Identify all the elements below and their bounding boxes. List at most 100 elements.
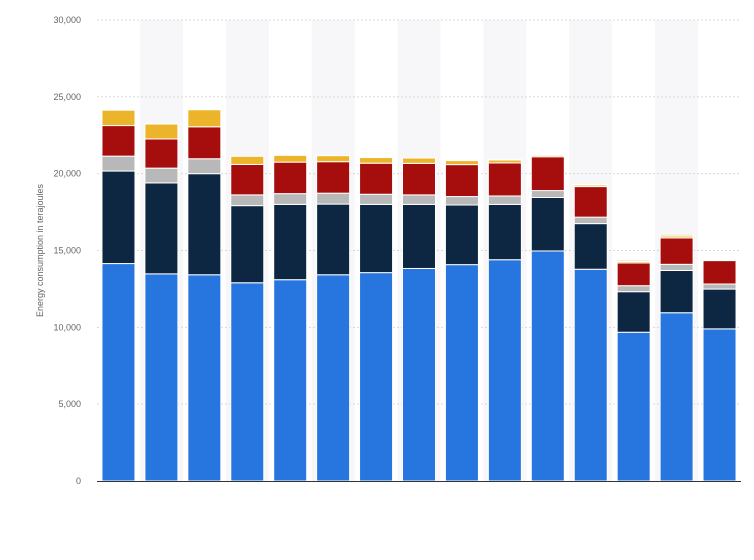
bar-segment: [187, 274, 222, 482]
y-tick-label: 30,000: [53, 15, 81, 25]
bar-segment: [101, 155, 136, 172]
bar-stack: [144, 123, 179, 482]
bar-stack: [487, 158, 522, 482]
bar-segment: [402, 162, 436, 196]
bar-segment: [402, 194, 436, 205]
bar-segment: [359, 193, 394, 205]
bar-segment: [487, 259, 522, 482]
bar-segment: [273, 279, 308, 482]
bar-stack: [359, 157, 394, 482]
bar-segment: [402, 267, 436, 482]
bar-segment: [316, 155, 351, 163]
bar-segment: [316, 161, 351, 194]
bar-stack: [702, 260, 737, 482]
y-tick-label: 25,000: [53, 92, 81, 102]
bar-stack: [573, 183, 608, 482]
bar-stack: [316, 155, 351, 482]
bar-segment: [659, 263, 694, 271]
bar-segment: [616, 262, 651, 287]
bar-segment: [659, 237, 694, 265]
bar-segment: [659, 312, 694, 482]
bar-segment: [659, 269, 694, 314]
bar-segment: [187, 126, 222, 160]
bar-segment: [573, 268, 608, 482]
bar-segment: [530, 153, 565, 156]
bar-segment: [444, 204, 479, 266]
y-tick-label: 10,000: [53, 322, 81, 332]
bar-segment: [101, 170, 136, 265]
bar-segment: [144, 182, 179, 275]
bar-segment: [101, 263, 136, 482]
bar-stack: [444, 160, 479, 482]
bar-segment: [616, 285, 651, 293]
bar-segment: [402, 157, 436, 164]
bar-segment: [144, 123, 179, 140]
bar-segment: [402, 203, 436, 269]
bar-segment: [487, 158, 522, 161]
bar-segment: [359, 203, 394, 274]
bar-segment: [144, 167, 179, 184]
bar-segment: [230, 155, 265, 165]
y-tick-label: 0: [76, 476, 81, 486]
bar-segment: [230, 163, 265, 196]
bar-segment: [573, 186, 608, 218]
bar-stack: [187, 109, 222, 482]
bar-segment: [359, 272, 394, 482]
bar-stack: [616, 259, 651, 482]
bar-segment: [273, 203, 308, 281]
bar-stack: [530, 153, 565, 482]
bar-segment: [316, 274, 351, 482]
bar-segment: [659, 233, 694, 237]
bar-segment: [144, 273, 179, 482]
bar-segment: [187, 109, 222, 128]
bar-segment: [616, 291, 651, 333]
bar-segment: [444, 196, 479, 206]
bar-stack: [402, 157, 436, 482]
bar-segment: [487, 195, 522, 205]
bar-segment: [273, 154, 308, 163]
bar-segment: [530, 250, 565, 482]
y-axis-title: Energy consumption in terajoules: [35, 183, 45, 317]
y-tick-label: 15,000: [53, 246, 81, 256]
bar-segment: [616, 331, 651, 482]
bar-segment: [702, 260, 737, 285]
bar-segment: [616, 259, 651, 262]
y-tick-label: 5,000: [58, 399, 81, 409]
bar-segment: [444, 160, 479, 166]
bar-segment: [573, 223, 608, 270]
bar-segment: [316, 192, 351, 205]
bar-stack: [101, 109, 136, 482]
bar-segment: [487, 203, 522, 261]
bar-segment: [573, 216, 608, 225]
bar-segment: [359, 157, 394, 164]
bar-segment: [230, 282, 265, 482]
bar-stack: [659, 233, 694, 482]
y-tick-label: 20,000: [53, 169, 81, 179]
bar-segment: [573, 183, 608, 186]
bar-segment: [273, 193, 308, 205]
bar-stack: [273, 154, 308, 482]
bar-segment: [359, 162, 394, 195]
bar-segment: [702, 283, 737, 290]
bar-segment: [316, 203, 351, 276]
bar-stack: [230, 155, 265, 482]
bar-segment: [702, 328, 737, 482]
bar-segment: [530, 196, 565, 252]
bar-stacks: [101, 109, 737, 482]
bar-segment: [187, 173, 222, 276]
bar-segment: [230, 194, 265, 207]
bar-segment: [487, 162, 522, 197]
bar-segment: [273, 161, 308, 195]
bar-segment: [144, 138, 179, 169]
bar-segment: [444, 164, 479, 198]
bar-segment: [230, 205, 265, 284]
bar-segment: [444, 264, 479, 482]
bar-segment: [101, 125, 136, 157]
bar-segment: [530, 156, 565, 192]
bar-segment: [702, 288, 737, 330]
bar-segment: [101, 109, 136, 127]
y-axis-tick-labels: 0 5,000 10,000 15,000 20,000 25,000 30,000: [53, 15, 81, 486]
bar-segment: [530, 190, 565, 198]
bar-segment: [187, 158, 222, 175]
